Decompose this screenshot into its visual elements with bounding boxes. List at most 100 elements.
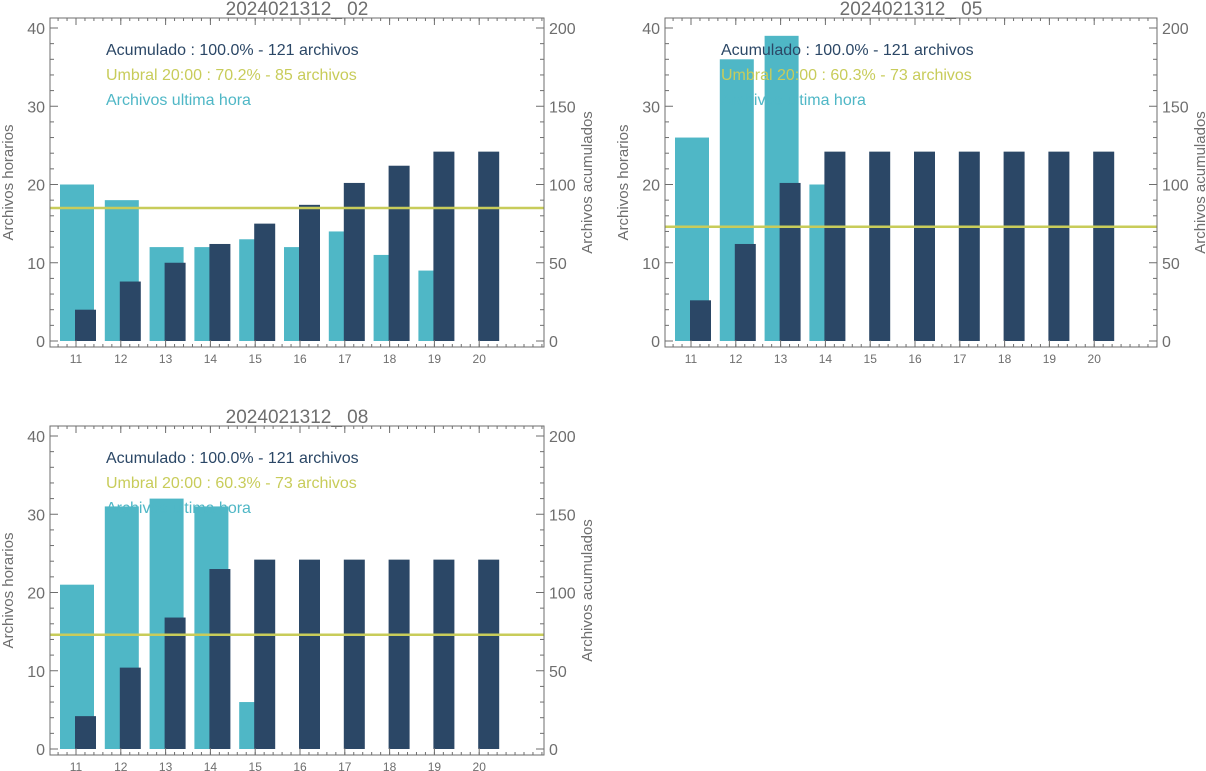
- x-tick-label-12: 12: [114, 760, 128, 771]
- x-tick-label-11: 11: [685, 352, 698, 366]
- x-tick-label-17: 17: [338, 352, 352, 366]
- cumulative-bar-14: [209, 243, 231, 341]
- x-tick-label-15: 15: [249, 352, 263, 366]
- legend-entry-hourly: Archivos ultima hora: [721, 92, 866, 109]
- x-tick-label-12: 12: [729, 352, 743, 366]
- y-tick-label-right: 150: [549, 507, 576, 524]
- y-tick-label-left: 10: [642, 256, 660, 273]
- x-tick-label-13: 13: [159, 760, 173, 771]
- y-tick-label-right: 50: [549, 256, 567, 273]
- cumulative-bar-13: [164, 617, 186, 749]
- x-tick-label-13: 13: [774, 352, 788, 366]
- y-tick-label-left: 40: [27, 429, 45, 446]
- y-axis-label-right: Archivos acumulados: [579, 519, 596, 662]
- x-tick-label-12: 12: [114, 352, 128, 366]
- cumulative-bar-15: [254, 559, 276, 749]
- x-tick-label-17: 17: [953, 352, 967, 366]
- cumulative-bar-20: [478, 151, 500, 341]
- y-tick-label-left: 10: [27, 664, 45, 681]
- y-tick-label-left: 30: [642, 99, 660, 116]
- x-tick-label-20: 20: [1088, 352, 1102, 366]
- cumulative-bar-16: [299, 559, 320, 749]
- y-axis-label-left: Archivos horarios: [0, 125, 17, 241]
- y-tick-label-right: 50: [549, 664, 567, 681]
- cumulative-bar-12: [119, 667, 141, 749]
- cumulative-bar-12: [734, 243, 756, 341]
- y-tick-label-left: 20: [642, 178, 660, 195]
- legend-entry-cumulative: Acumulado : 100.0% - 121 archivos: [721, 42, 974, 59]
- plot-frame: [49, 425, 545, 756]
- cumulative-bar-18: [1003, 151, 1025, 341]
- x-tick-label-16: 16: [293, 760, 307, 771]
- y-tick-label-left: 0: [36, 742, 45, 759]
- legend-entry-cumulative: Acumulado : 100.0% - 121 archivos: [106, 450, 359, 467]
- y-axis-label-right: Archivos acumulados: [579, 111, 596, 254]
- y-tick-label-right: 100: [549, 178, 576, 195]
- y-tick-label-left: 10: [27, 256, 45, 273]
- x-tick-label-13: 13: [159, 352, 173, 366]
- legend-entry-hourly: Archivos ultima hora: [106, 92, 251, 109]
- cumulative-bar-11: [690, 300, 711, 341]
- cumulative-bar-16: [914, 151, 935, 341]
- x-tick-label-18: 18: [383, 760, 397, 771]
- cumulative-bar-19: [433, 559, 455, 749]
- cumulative-bar-19: [1048, 151, 1070, 341]
- cumulative-bar-15: [869, 151, 891, 341]
- x-tick-label-15: 15: [249, 760, 263, 771]
- plot-frame: [664, 17, 1158, 348]
- cumulative-bar-11: [75, 716, 96, 749]
- x-tick-label-14: 14: [204, 352, 218, 366]
- chart-title: 2024021312_ 02: [226, 0, 369, 20]
- y-tick-label-left: 40: [27, 21, 45, 38]
- cumulative-bar-17: [958, 151, 980, 341]
- y-tick-label-left: 30: [27, 99, 45, 116]
- x-tick-label-19: 19: [428, 760, 442, 771]
- y-tick-label-right: 100: [1162, 178, 1189, 195]
- chart-panel-2: 2024021312_ 05 Archivos horarios Archivos …: [615, 0, 1206, 366]
- cumulative-bar-20: [1093, 151, 1115, 341]
- x-tick-label-17: 17: [338, 760, 352, 771]
- chart-title: 2024021312_ 05: [840, 0, 983, 20]
- y-tick-label-right: 150: [1162, 99, 1189, 116]
- cumulative-bar-17: [343, 182, 365, 341]
- x-tick-label-20: 20: [473, 352, 487, 366]
- x-tick-label-15: 15: [864, 352, 878, 366]
- cumulative-bar-19: [433, 151, 455, 341]
- x-tick-label-16: 16: [908, 352, 922, 366]
- x-tick-label-14: 14: [204, 760, 218, 771]
- x-tick-label-18: 18: [383, 352, 397, 366]
- x-tick-label-19: 19: [428, 352, 442, 366]
- cumulative-bar-11: [75, 309, 96, 341]
- y-tick-label-left: 20: [27, 586, 45, 603]
- x-tick-label-11: 11: [70, 352, 83, 366]
- y-tick-label-left: 0: [651, 334, 660, 351]
- y-tick-label-left: 40: [642, 21, 660, 38]
- y-tick-label-left: 20: [27, 178, 45, 195]
- cumulative-bar-13: [779, 182, 801, 341]
- cumulative-bar-18: [388, 165, 410, 341]
- y-tick-label-right: 200: [549, 21, 576, 38]
- y-tick-label-left: 30: [27, 507, 45, 524]
- chart-panel-1: 2024021312_ 02 Archivos horarios Archivos …: [0, 0, 596, 366]
- cumulative-bar-15: [254, 223, 276, 341]
- cumulative-bar-12: [119, 281, 141, 341]
- y-tick-label-right: 0: [549, 742, 558, 759]
- x-tick-label-16: 16: [293, 352, 307, 366]
- cumulative-bar-20: [478, 559, 500, 749]
- plot-frame: [49, 17, 545, 348]
- cumulative-bar-13: [164, 262, 186, 341]
- chart-panel-3: 2024021312_ 08 Archivos horarios Archivos …: [0, 407, 596, 771]
- y-tick-label-right: 50: [1162, 256, 1180, 273]
- x-tick-label-14: 14: [819, 352, 833, 366]
- cumulative-bar-18: [388, 559, 410, 749]
- legend-entry-threshold: Umbral 20:00 : 60.3% - 73 archivos: [721, 67, 972, 84]
- y-axis-label-left: Archivos horarios: [0, 533, 17, 649]
- y-tick-label-right: 150: [549, 99, 576, 116]
- y-tick-label-right: 0: [1162, 334, 1171, 351]
- y-axis-label-left: Archivos horarios: [615, 125, 632, 241]
- y-axis-label-right: Archivos acumulados: [1192, 111, 1206, 254]
- x-tick-label-18: 18: [998, 352, 1012, 366]
- x-tick-label-20: 20: [473, 760, 487, 771]
- legend-entry-hourly: Archivos ultima hora: [106, 500, 251, 517]
